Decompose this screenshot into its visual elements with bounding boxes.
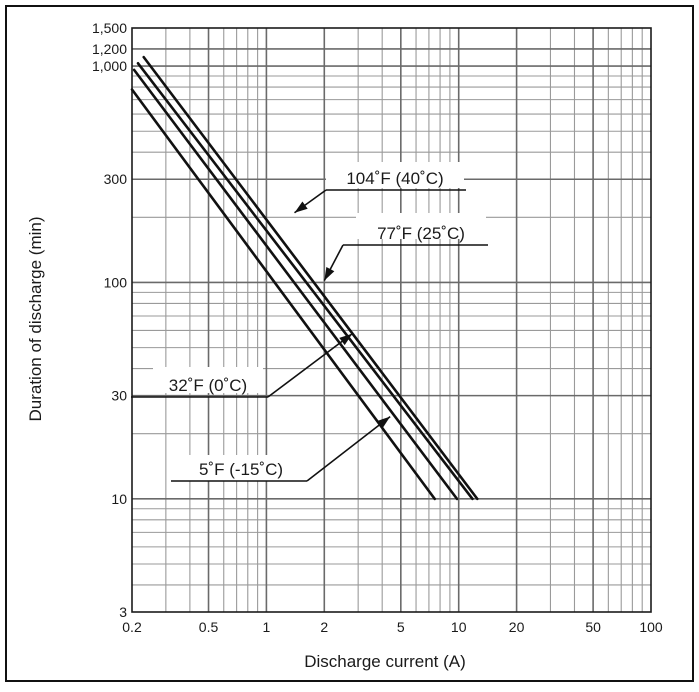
x-tick-label: 50 [585,619,601,635]
annotations: 104˚F (40˚C) 77˚F (25˚C) 32˚F (0˚C) 5˚F (-1… [131,162,488,482]
annotation-arrow-head [294,201,308,213]
x-tick-label: 100 [639,619,663,635]
y-tick-label: 1,000 [92,58,127,74]
y-tick-label: 100 [104,274,128,290]
series-line [136,61,474,501]
x-tick-label: 20 [509,619,525,635]
annotation-label-bg [356,213,486,239]
y-tick-label: 1,500 [92,20,127,36]
annotation-label: 5˚F (-15˚C) [199,460,283,479]
annotation-label-bg [153,367,263,393]
annotation-label-bg [177,455,305,481]
x-tick-label: 1 [263,619,271,635]
x-tick-label: 0.2 [122,619,142,635]
annotation-label-bg [326,162,464,188]
annotation-arrow-shaft [267,333,353,398]
outer-border [5,5,694,682]
y-tick-label: 30 [111,388,127,404]
x-tick-label: 0.5 [199,619,219,635]
annotation-label: 104˚F (40˚C) [346,169,443,188]
y-axis-label: Duration of discharge (min) [26,216,45,421]
x-tick-label: 2 [320,619,328,635]
annotation-label: 77˚F (25˚C) [377,224,465,243]
plot-border [131,27,652,613]
annotation-arrow-head [324,267,335,281]
grid-minor [132,28,651,612]
annotation-label: 32˚F (0˚C) [169,376,247,395]
series-lines [130,55,479,501]
series-line [142,55,479,501]
y-tick-label: 10 [111,491,127,507]
x-tick-label: 5 [397,619,405,635]
series-line [132,68,459,501]
annotation-arrow-shaft [306,415,391,482]
series-line [130,88,437,501]
x-tick-label: 10 [451,619,467,635]
x-tick-labels: 0.2 0.5 1 2 5 10 20 50 100 [122,619,663,635]
annotation-arrow-head [339,333,353,346]
y-tick-label: 1,200 [92,41,127,57]
y-tick-label: 3 [119,604,127,620]
annotation-arrow-head [377,416,391,429]
grid-major [132,28,651,612]
x-axis-label: Discharge current (A) [304,652,466,671]
y-tick-label: 300 [104,171,128,187]
